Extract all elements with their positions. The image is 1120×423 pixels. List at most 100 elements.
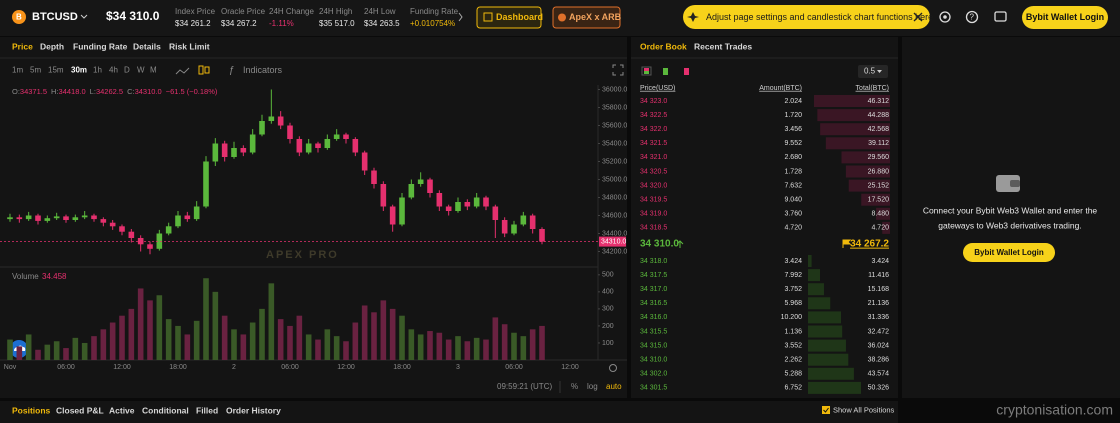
promo-button[interactable]	[552, 6, 621, 29]
symbol[interactable]: BTCUSD	[32, 11, 78, 23]
wallet-login-button[interactable]	[963, 243, 1055, 262]
ob-price[interactable]: 34 320.5	[640, 168, 667, 175]
ob-view-bids[interactable]	[663, 68, 668, 75]
positions-tab[interactable]: Conditional	[142, 405, 189, 415]
candle-body	[455, 202, 461, 211]
y-tick-label: 35400.0	[602, 140, 627, 147]
ob-tab[interactable]: Recent Trades	[694, 41, 752, 51]
volume-bar	[417, 334, 424, 360]
ob-total: 8.480	[871, 211, 889, 218]
volume-bar	[371, 312, 377, 360]
interval[interactable]: 1h	[93, 66, 102, 75]
scale-option[interactable]: auto	[606, 382, 622, 391]
login-button[interactable]	[1022, 6, 1108, 29]
ob-price[interactable]: 34 310.0	[640, 357, 667, 364]
ob-price[interactable]: 34 317.5	[640, 272, 667, 279]
ob-step-select[interactable]	[858, 65, 888, 78]
candle-body	[296, 139, 303, 153]
ob-price[interactable]: 34 318.0	[640, 258, 667, 265]
ob-total: 43.574	[868, 371, 890, 378]
chart-tab[interactable]: Details	[133, 41, 161, 51]
help-icon[interactable]	[965, 10, 979, 24]
chart-type-icon[interactable]	[175, 67, 190, 75]
volume-bar	[268, 283, 275, 360]
interval[interactable]: 1m	[12, 66, 23, 75]
interval[interactable]: M	[150, 66, 157, 75]
x-tick-label: 06:00	[281, 364, 299, 371]
volume-value: 34.458	[42, 272, 67, 281]
positions-tab[interactable]: Positions	[12, 405, 51, 415]
ob-price[interactable]: 34 319.0	[640, 211, 667, 218]
ob-price[interactable]: 34 317.0	[640, 286, 667, 293]
volume-bar	[539, 325, 545, 360]
ob-price[interactable]: 34 319.5	[640, 197, 667, 204]
interval[interactable]: 30m	[71, 66, 87, 75]
candle-body	[343, 134, 349, 139]
ohlc-key: L:	[90, 87, 96, 96]
ob-price[interactable]: 34 321.0	[640, 154, 667, 161]
settings-icon[interactable]	[939, 11, 951, 23]
ob-price[interactable]: 34 316.5	[640, 300, 667, 307]
interval[interactable]: D	[124, 66, 130, 75]
indicators-button[interactable]: Indicators	[243, 65, 283, 75]
ob-price[interactable]: 34 302.0	[640, 371, 667, 378]
volume-bar	[277, 319, 284, 360]
chart-tab[interactable]: Risk Limit	[169, 41, 210, 51]
last-price-tag	[599, 236, 626, 247]
ob-amount: 3.456	[784, 126, 802, 133]
ob-view-asks[interactable]	[684, 68, 689, 75]
candle-body	[529, 215, 536, 229]
ob-price[interactable]: 34 323.0	[640, 98, 667, 105]
show-all-checkbox[interactable]	[822, 406, 830, 414]
volume-bar	[343, 341, 349, 360]
candle-body	[249, 134, 256, 153]
candle-body	[137, 238, 144, 245]
ask-depth	[817, 109, 890, 122]
settings-icon-core	[943, 15, 947, 19]
candle-body	[165, 226, 172, 234]
volume-bar	[25, 334, 32, 360]
positions-tab[interactable]: Filled	[196, 405, 218, 415]
interval[interactable]: W	[137, 66, 145, 75]
ob-price[interactable]: 34 316.0	[640, 314, 667, 321]
ob-price[interactable]: 34 320.0	[640, 182, 667, 189]
scale-option[interactable]: log	[587, 382, 598, 391]
chart-tab[interactable]: Funding Rate	[73, 41, 128, 51]
stats-next[interactable]	[458, 12, 463, 22]
tooltip-close[interactable]	[913, 12, 923, 22]
scale-option[interactable]: %	[571, 382, 578, 391]
candle-body	[184, 215, 191, 220]
interval[interactable]: 5m	[30, 66, 41, 75]
positions-tab[interactable]: Closed P&L	[56, 405, 104, 415]
ob-tab[interactable]: Order Book	[640, 41, 687, 51]
x-tick-label: 2	[232, 364, 236, 371]
bid-depth	[808, 311, 842, 324]
ob-total: 44.288	[868, 112, 890, 119]
ohlc-change: −61.5 (−0.18%)	[166, 87, 218, 96]
symbol-dropdown[interactable]	[80, 14, 88, 19]
chart-tab[interactable]: Depth	[40, 41, 64, 51]
ob-price[interactable]: 34 318.5	[640, 225, 667, 232]
interval[interactable]: 15m	[48, 66, 64, 75]
dashboard-button[interactable]	[476, 6, 542, 29]
chart-tab[interactable]: Price	[12, 41, 33, 51]
ob-price[interactable]: 34 315.5	[640, 328, 667, 335]
ob-price[interactable]: 34 322.0	[640, 126, 667, 133]
y-tick-label: 35600.0	[602, 122, 627, 129]
volume-bar	[259, 308, 265, 360]
fullscreen-icon[interactable]	[612, 64, 624, 76]
ob-view-both[interactable]	[641, 66, 652, 76]
chat-icon[interactable]	[994, 11, 1007, 22]
promo-icon	[558, 13, 566, 22]
positions-tab[interactable]: Active	[109, 405, 135, 415]
positions-tab[interactable]: Order History	[226, 405, 281, 415]
ob-price[interactable]: 34 315.0	[640, 342, 667, 349]
x-tick-label: Nov	[4, 364, 17, 371]
interval[interactable]: 4h	[109, 66, 118, 75]
ob-price[interactable]: 34 322.5	[640, 112, 667, 119]
ob-price[interactable]: 34 321.5	[640, 140, 667, 147]
chart-settings-icon[interactable]	[609, 364, 617, 372]
candle-type-icon[interactable]	[198, 65, 204, 75]
ob-price[interactable]: 34 301.5	[640, 385, 667, 392]
